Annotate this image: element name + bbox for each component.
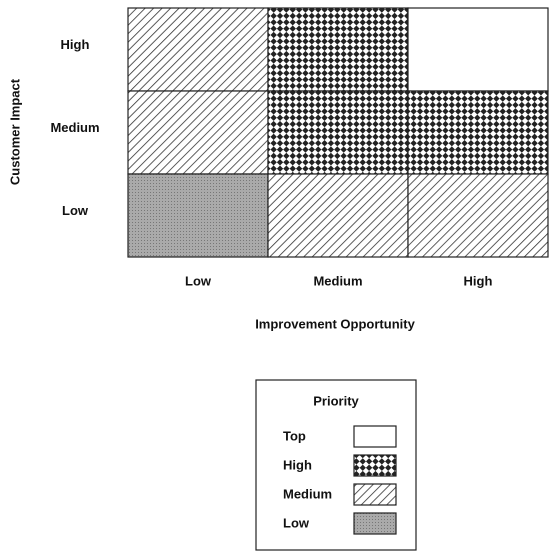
legend-label: Low xyxy=(283,515,310,530)
x-label: High xyxy=(464,273,493,288)
matrix-cell xyxy=(407,7,549,92)
matrix-cell xyxy=(127,90,269,175)
legend-label: Top xyxy=(283,428,306,443)
x-label: Medium xyxy=(313,273,362,288)
y-label: High xyxy=(61,37,90,52)
matrix-cell xyxy=(267,7,409,92)
legend-swatch xyxy=(353,454,397,477)
y-axis-title: Customer Impact xyxy=(7,78,22,185)
matrix-cell xyxy=(267,90,409,175)
x-axis-title: Improvement Opportunity xyxy=(255,316,415,331)
y-label: Low xyxy=(62,203,89,218)
legend-title: Priority xyxy=(313,393,359,408)
matrix-cell xyxy=(127,7,269,92)
matrix-cell xyxy=(407,173,549,258)
legend-label: High xyxy=(283,457,312,472)
legend-swatch xyxy=(353,483,397,506)
legend-swatch xyxy=(353,425,397,448)
matrix-cell xyxy=(267,173,409,258)
legend-label: Medium xyxy=(283,486,332,501)
matrix-cell xyxy=(407,90,549,175)
y-label: Medium xyxy=(50,120,99,135)
x-label: Low xyxy=(185,273,212,288)
legend-swatch xyxy=(353,512,397,535)
matrix-cell xyxy=(127,173,269,258)
